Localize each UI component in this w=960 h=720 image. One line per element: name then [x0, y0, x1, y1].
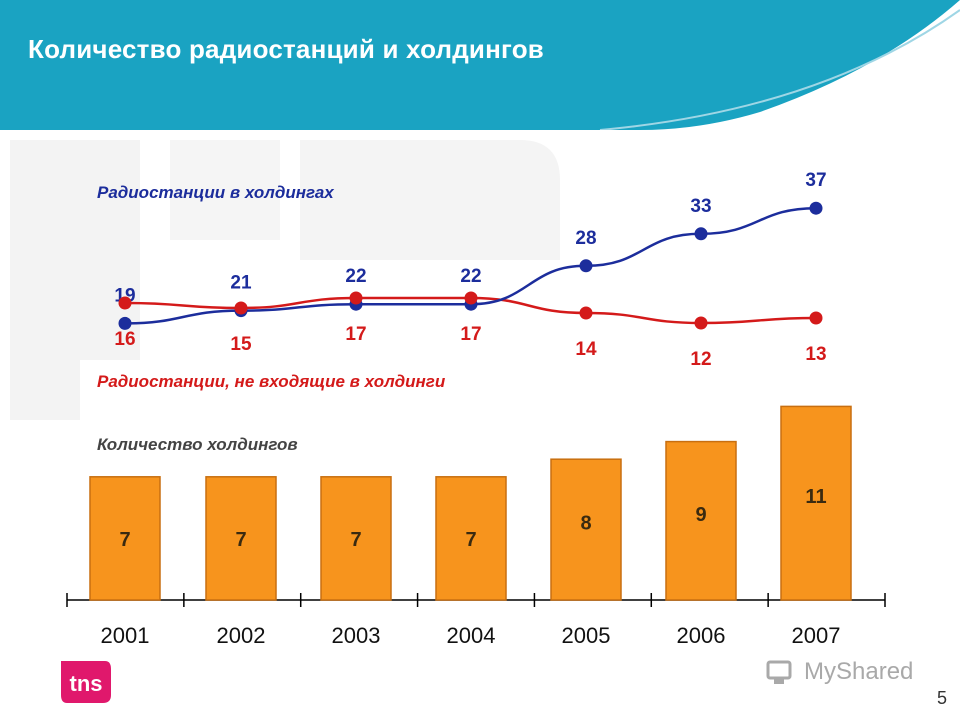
page-title: Количество радиостанций и холдингов — [28, 34, 544, 64]
data-label-not-in-holdings: 17 — [460, 324, 481, 345]
data-label-in-holdings: 33 — [690, 196, 711, 217]
page-number: 5 — [937, 688, 948, 708]
myshared-icon — [766, 660, 792, 684]
x-tick-label: 2005 — [562, 623, 611, 648]
point-not-in-holdings-2001 — [118, 296, 132, 310]
bar-value-label: 8 — [580, 513, 591, 535]
series-label-not-in-holdings: Радиостанции, не входящие в холдинги — [97, 372, 446, 391]
bar-2007 — [780, 405, 852, 601]
data-label-in-holdings: 21 — [230, 273, 252, 294]
data-label-in-holdings: 28 — [575, 228, 596, 249]
bar-value-label: 11 — [805, 486, 826, 508]
x-tick-label: 2001 — [101, 623, 150, 648]
bar-value-label: 7 — [119, 529, 130, 551]
bar-value-label: 7 — [465, 529, 476, 551]
myshared-text: MyShared — [804, 658, 914, 685]
x-tick-label: 2003 — [332, 623, 381, 648]
data-label-in-holdings: 37 — [805, 170, 826, 191]
data-label-in-holdings: 22 — [345, 266, 366, 287]
data-label-not-in-holdings: 15 — [230, 334, 252, 355]
bar-2006 — [665, 440, 737, 601]
bar-2005 — [550, 458, 622, 601]
x-tick-label: 2002 — [217, 623, 266, 648]
x-tick-label: 2007 — [792, 623, 841, 648]
point-in-holdings-2007 — [809, 201, 823, 215]
data-label-not-in-holdings: 12 — [690, 349, 711, 370]
bar-value-label: 7 — [235, 529, 246, 551]
bar-value-label: 9 — [695, 504, 706, 526]
point-not-in-holdings-2003 — [349, 291, 363, 305]
point-in-holdings-2001 — [118, 316, 132, 330]
bar-value-label: 7 — [350, 529, 361, 551]
data-label-not-in-holdings: 14 — [575, 339, 597, 360]
point-not-in-holdings-2007 — [809, 311, 823, 325]
bar-chart-title: Количество холдингов — [97, 435, 298, 454]
point-not-in-holdings-2005 — [579, 306, 593, 320]
data-label-not-in-holdings: 16 — [114, 329, 135, 350]
tagline: the sixth sense of business™ — [737, 693, 894, 707]
point-not-in-holdings-2004 — [464, 291, 478, 305]
slide-header: Количество радиостанций и холдингов — [0, 0, 960, 130]
bar-2003 — [320, 476, 392, 601]
header-band — [0, 0, 960, 130]
myshared-watermark: MyShared — [768, 658, 913, 686]
x-tick-label: 2004 — [447, 623, 496, 648]
tns-logo: tns — [61, 661, 111, 703]
data-label-not-in-holdings: 17 — [345, 324, 366, 345]
point-in-holdings-2005 — [579, 259, 593, 273]
bar-2001 — [89, 476, 161, 601]
bar-2002 — [205, 476, 277, 601]
point-not-in-holdings-2002 — [234, 301, 248, 315]
background-watermark — [10, 140, 560, 420]
point-in-holdings-2006 — [694, 227, 708, 241]
bar-2004 — [435, 476, 507, 601]
data-label-not-in-holdings: 13 — [805, 344, 826, 365]
data-label-in-holdings: 22 — [460, 266, 481, 287]
tns-logo-text: tns — [70, 671, 103, 696]
point-not-in-holdings-2006 — [694, 316, 708, 330]
x-tick-label: 2006 — [677, 623, 726, 648]
series-label-in-holdings: Радиостанции в холдингах — [97, 183, 334, 202]
